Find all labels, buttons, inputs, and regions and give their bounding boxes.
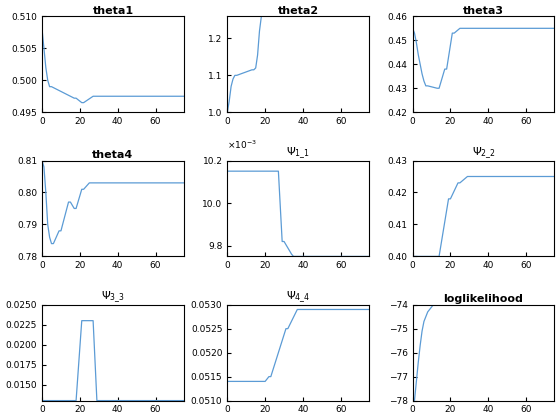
Title: $\Psi_{1\_1}$: $\Psi_{1\_1}$ [286, 145, 310, 160]
Title: theta2: theta2 [278, 5, 319, 16]
Title: theta4: theta4 [92, 150, 134, 160]
Title: $\Psi_{3\_3}$: $\Psi_{3\_3}$ [101, 289, 125, 304]
Text: $\times10^{-3}$: $\times10^{-3}$ [227, 139, 257, 151]
Title: loglikelihood: loglikelihood [444, 294, 524, 304]
Title: theta3: theta3 [463, 5, 504, 16]
Title: $\Psi_{4\_4}$: $\Psi_{4\_4}$ [286, 289, 310, 304]
Title: theta1: theta1 [92, 5, 133, 16]
Title: $\Psi_{2\_2}$: $\Psi_{2\_2}$ [472, 145, 496, 160]
